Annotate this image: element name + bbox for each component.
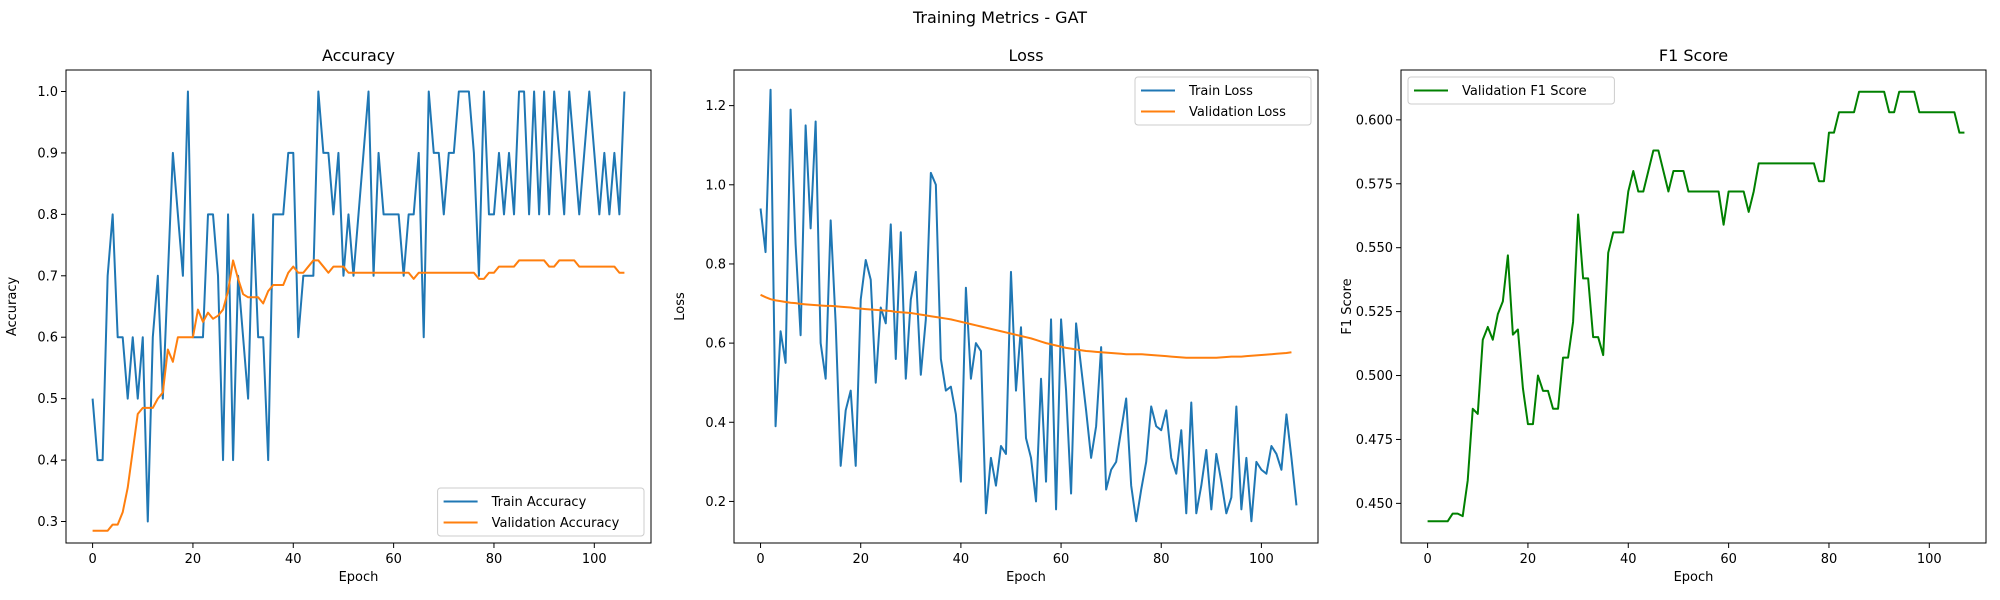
f1-score-xtick-label: 20 [1520, 552, 1537, 567]
f1-score-ytick-label: 0.525 [1356, 305, 1393, 320]
accuracy-ytick-label: 0.5 [37, 392, 58, 407]
accuracy-ytick-label: 0.7 [37, 269, 58, 284]
f1-score-legend: Validation F1 Score [1407, 76, 1615, 105]
accuracy-ytick-label: 0.3 [37, 515, 58, 530]
f1-score-ytick-label: 0.500 [1356, 369, 1393, 384]
loss-ytick-label: 0.2 [705, 495, 726, 510]
accuracy-ytick-label: 0.4 [37, 454, 58, 469]
f1-score-axes-frame [1400, 69, 1987, 544]
accuracy-xtick-label: 40 [285, 552, 302, 567]
f1-score-xtick-label: 80 [1821, 552, 1838, 567]
loss-ytick-label: 1.0 [705, 178, 726, 193]
accuracy-ytick-label: 0.9 [37, 146, 58, 161]
loss-title: Loss [1008, 46, 1043, 65]
accuracy-series-validation-accuracy [92, 259, 625, 532]
loss-ylabel: Loss [673, 292, 688, 321]
loss-legend-box [1134, 76, 1312, 126]
accuracy-xtick-label: 100 [582, 552, 607, 567]
accuracy-panel: Accuracy 0 20 40 60 80 100 0.3 0.4 0.5 0.6 0.7 0.8 0.… [5, 46, 652, 585]
accuracy-xtick-label: 80 [486, 552, 503, 567]
loss-series-validation-loss [760, 293, 1292, 359]
accuracy-xtick-label: 20 [185, 552, 202, 567]
loss-xtick-label: 100 [1249, 552, 1274, 567]
loss-xtick-label: 20 [852, 552, 869, 567]
f1-score-xtick-label: 60 [1720, 552, 1737, 567]
f1-score-ytick-label: 0.550 [1356, 241, 1393, 256]
accuracy-xtick-label: 60 [385, 552, 402, 567]
accuracy-ytick-label: 0.8 [37, 208, 58, 223]
f1-score-xtick-label: 40 [1620, 552, 1637, 567]
loss-xtick-label: 0 [756, 552, 764, 567]
loss-ytick-label: 1.2 [705, 99, 726, 114]
f1-score-legend-box [1407, 76, 1615, 105]
loss-xtick-label: 40 [953, 552, 970, 567]
accuracy-ytick-label: 0.6 [37, 331, 58, 346]
accuracy-title: Accuracy [322, 46, 395, 65]
loss-xtick-label: 60 [1053, 552, 1070, 567]
accuracy-ytick-label: 1.0 [37, 85, 58, 100]
figure-title: Training Metrics - GAT [912, 8, 1088, 27]
accuracy-legend-label: Train Accuracy [491, 495, 587, 510]
loss-legend-label: Validation Loss [1189, 105, 1286, 120]
loss-series-train-loss [759, 88, 1298, 523]
accuracy-xtick-label: 0 [88, 552, 96, 567]
f1-score-panel: F1 Score 0 20 40 60 80 100 0.450 0.475 0.500 0.525… [1340, 46, 1987, 585]
loss-xlabel: Epoch [1006, 570, 1046, 585]
f1-score-ytick-label: 0.475 [1356, 433, 1393, 448]
f1-score-xtick-label: 0 [1423, 552, 1431, 567]
loss-axes-frame [733, 69, 1319, 544]
accuracy-xlabel: Epoch [339, 570, 379, 585]
loss-xtick-label: 80 [1153, 552, 1170, 567]
loss-panel: Loss 0 20 40 60 80 100 0.2 0.4 0.6 0.8 1.0 1.2 Epoch L… [673, 46, 1319, 585]
f1-score-ytick-label: 0.600 [1356, 113, 1393, 128]
accuracy-legend-box [437, 487, 645, 537]
f1-score-ytick-label: 0.450 [1356, 497, 1393, 512]
loss-ytick-label: 0.8 [705, 257, 726, 272]
loss-ytick-label: 0.6 [705, 337, 726, 352]
f1-score-xtick-label: 100 [1917, 552, 1942, 567]
accuracy-axes-frame [65, 69, 652, 544]
loss-legend-label: Train Loss [1188, 84, 1253, 99]
accuracy-series-train-accuracy [91, 90, 626, 523]
loss-legend: Train Loss Validation Loss [1134, 76, 1312, 126]
accuracy-ylabel: Accuracy [5, 277, 20, 337]
accuracy-legend-label: Validation Accuracy [492, 516, 620, 531]
f1-score-ytick-label: 0.575 [1356, 177, 1393, 192]
f1-score-legend-label: Validation F1 Score [1462, 84, 1587, 99]
loss-ytick-label: 0.4 [705, 416, 726, 431]
accuracy-legend: Train Accuracy Validation Accuracy [437, 487, 645, 537]
f1-score-series-validation-f1-score [1427, 90, 1965, 523]
f1-score-ylabel: F1 Score [1340, 278, 1355, 334]
f1-score-xlabel: Epoch [1674, 570, 1714, 585]
f1-score-title: F1 Score [1659, 46, 1728, 65]
